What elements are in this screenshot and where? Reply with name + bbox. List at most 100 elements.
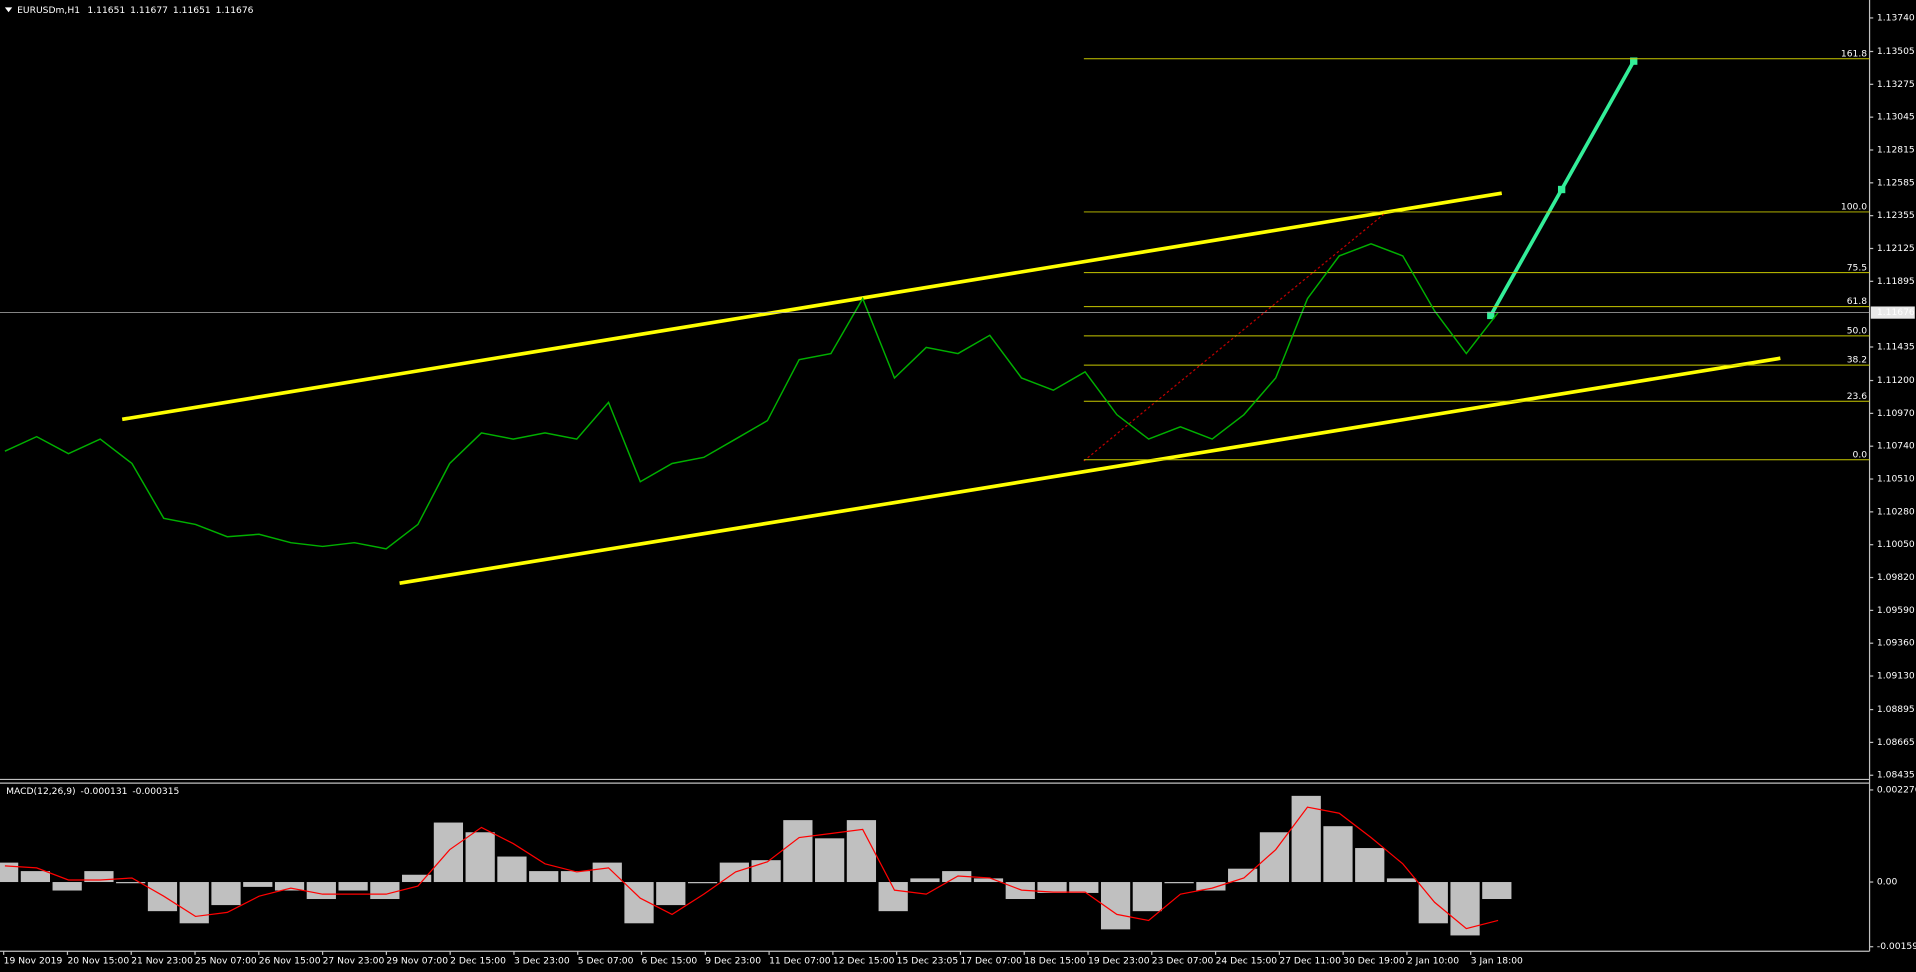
macd-bar — [592, 862, 622, 883]
current-price-tag — [1870, 306, 1915, 319]
channel-upper — [121, 191, 1503, 422]
x-tick-label: 27 Dec 11:00 — [1279, 955, 1341, 966]
x-tick-label: 24 Dec 15:00 — [1216, 955, 1278, 966]
macd-bar — [783, 820, 813, 883]
y-tick-label: 1.09360 — [1877, 638, 1915, 649]
x-tick-label: 19 Dec 23:00 — [1088, 955, 1150, 966]
indicator-name: MACD(12,26,9) — [6, 786, 76, 797]
x-tick-label: 26 Nov 15:00 — [259, 955, 321, 966]
macd-bar — [147, 882, 178, 912]
x-tick-label: 17 Dec 07:00 — [960, 955, 1022, 966]
x-tick-label: 3 Dec 23:00 — [514, 955, 570, 966]
y-tick-label: 1.12815 — [1877, 144, 1915, 155]
macd-bar — [465, 832, 495, 883]
y-tick-label: 0.002276 — [1877, 784, 1916, 795]
indicator-value: -0.000315 — [132, 786, 179, 797]
macd-bar — [84, 871, 114, 883]
x-tick-label: 15 Dec 23:05 — [897, 955, 959, 966]
macd-bar — [1355, 848, 1385, 883]
fib-label: 0.0 — [1853, 449, 1868, 460]
y-tick-label: 1.10740 — [1877, 441, 1915, 452]
macd-bar — [20, 871, 51, 883]
macd-bar — [433, 822, 464, 883]
x-tick-label: 29 Nov 07:00 — [386, 955, 448, 966]
x-tick-label: 25 Nov 07:00 — [195, 955, 257, 966]
macd-bar — [1037, 882, 1067, 893]
macd-bar — [656, 882, 686, 906]
projection-node[interactable] — [1557, 185, 1566, 194]
x-tick-label: 12 Dec 15:00 — [833, 955, 895, 966]
x-tick-label: 5 Dec 07:00 — [578, 955, 634, 966]
macd-bar — [973, 878, 1004, 883]
macd-bar — [497, 856, 527, 883]
x-tick-label: 18 Dec 15:00 — [1024, 955, 1086, 966]
y-tick-label: 1.12125 — [1877, 243, 1915, 254]
y-tick-label: -0.001599 — [1877, 941, 1916, 952]
x-tick-label: 2 Dec 15:00 — [450, 955, 506, 966]
y-tick-label: 1.12585 — [1877, 177, 1915, 188]
macd-bar — [1323, 826, 1353, 883]
x-tick-label: 19 Nov 2019 — [4, 955, 63, 966]
price-line — [4, 242, 1499, 550]
macd-bar — [1132, 882, 1162, 912]
macd-bar — [1164, 882, 1194, 884]
macd-bar — [529, 871, 559, 883]
x-tick-label: 23 Dec 07:00 — [1152, 955, 1214, 966]
macd-bar — [306, 882, 336, 900]
macd-bar — [1291, 795, 1321, 883]
x-tick-label: 6 Dec 15:00 — [642, 955, 698, 966]
macd-bar — [687, 882, 718, 884]
fib-label: 100.0 — [1841, 202, 1867, 213]
macd-bar — [274, 882, 305, 891]
fib-label: 161.8 — [1841, 48, 1867, 59]
fib-label: 50.0 — [1847, 325, 1868, 336]
y-tick-label: 1.11895 — [1877, 276, 1915, 287]
macd-bar — [1069, 882, 1099, 893]
y-tick-label: 1.10280 — [1877, 506, 1915, 517]
macd-bar — [338, 882, 368, 891]
x-tick-label: 30 Dec 19:00 — [1343, 955, 1405, 966]
fib-label: 23.6 — [1847, 391, 1868, 402]
signal-line — [4, 806, 1499, 930]
macd-bar — [1259, 832, 1290, 883]
macd-bar — [402, 874, 432, 883]
y-tick-label: 1.08435 — [1877, 770, 1915, 781]
macd-bar — [910, 878, 940, 883]
chart-header: EURUSDm,H1 1.11651 1.11677 1.11651 1.11676 — [17, 4, 254, 15]
indicator-value: -0.000131 — [81, 786, 128, 797]
x-tick-label: 21 Nov 23:00 — [131, 955, 193, 966]
x-tick-label: 9 Dec 23:00 — [705, 955, 761, 966]
macd-bar — [0, 862, 19, 883]
y-tick-label: 1.09130 — [1877, 671, 1915, 682]
fib-label: 38.2 — [1847, 355, 1867, 366]
y-tick-label: 1.12355 — [1877, 210, 1915, 221]
x-tick-label: 27 Nov 23:00 — [323, 955, 385, 966]
x-tick-label: 20 Nov 15:00 — [67, 955, 129, 966]
macd-bar — [370, 882, 400, 900]
x-tick-label: 3 Jan 18:00 — [1471, 955, 1523, 966]
menu-arrow[interactable] — [4, 7, 13, 13]
y-tick-label: 1.10510 — [1877, 474, 1915, 485]
current-price-label: 1.11676 — [1877, 307, 1915, 318]
y-tick-label: 1.11435 — [1877, 341, 1915, 352]
data-layer: 1.13740 1.13505 1.13275 1.13045 1.12815 1.125… — [0, 4, 1916, 966]
symbol: EURUSDm,H1 — [17, 4, 80, 15]
y-tick-label: 0.00 — [1877, 877, 1898, 888]
y-tick-label: 1.13045 — [1877, 112, 1915, 123]
y-tick-label: 1.08895 — [1877, 704, 1915, 715]
macd-bar — [560, 871, 591, 883]
y-tick-label: 1.08665 — [1877, 737, 1915, 748]
macd-bar — [1482, 882, 1512, 900]
projection-node[interactable] — [1630, 57, 1638, 65]
ohlc-value: 1.11676 — [216, 4, 254, 15]
y-tick-label: 1.13275 — [1877, 79, 1915, 90]
projection-node[interactable] — [1487, 311, 1495, 320]
fib-label: 61.8 — [1847, 296, 1868, 307]
y-tick-label: 1.10970 — [1877, 408, 1915, 419]
ohlc-value: 1.11651 — [173, 4, 211, 15]
macd-bar — [1386, 878, 1417, 883]
fib-label: 75.5 — [1847, 262, 1868, 273]
